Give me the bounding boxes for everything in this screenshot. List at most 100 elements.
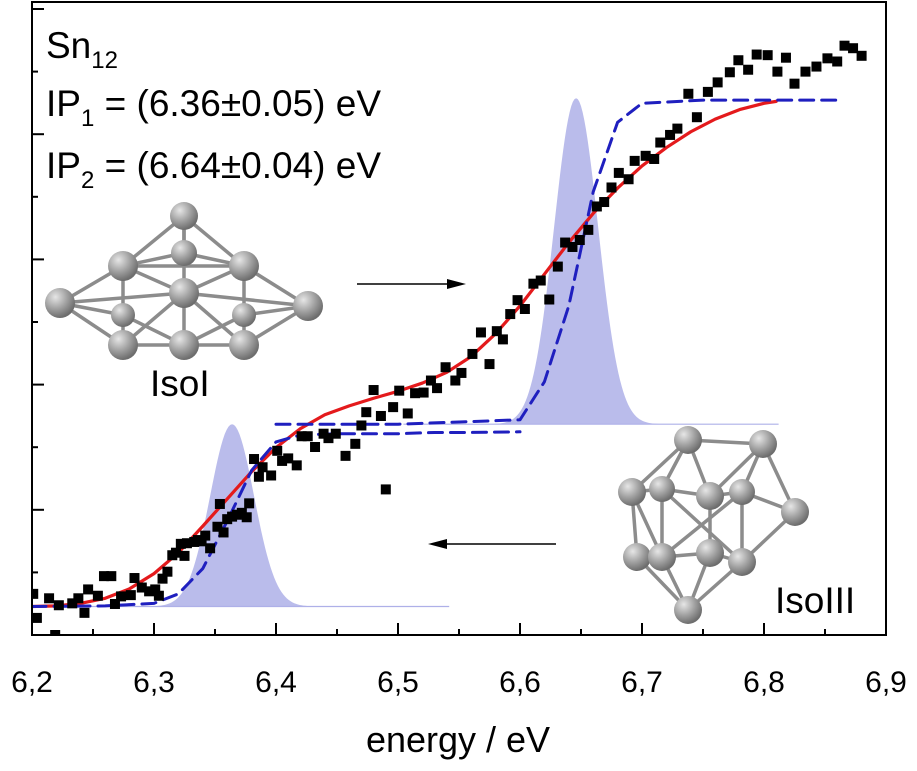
- data-point: [848, 43, 859, 54]
- data-point: [599, 197, 610, 208]
- data-point: [340, 450, 351, 461]
- data-point: [839, 40, 850, 51]
- data-point: [623, 174, 634, 185]
- data-point: [528, 278, 539, 289]
- ip1-label: IP1 = (6.36±0.05) eV: [46, 83, 381, 132]
- data-point: [613, 167, 624, 178]
- data-point: [380, 484, 391, 495]
- simulated-step-line-2: [32, 430, 522, 609]
- data-point: [772, 66, 783, 77]
- data-point: [32, 588, 39, 599]
- ip2-label: IP2 = (6.64±0.04) eV: [46, 145, 381, 194]
- data-point: [544, 294, 555, 305]
- data-point: [253, 471, 264, 482]
- data-point: [519, 304, 530, 314]
- data-point: [702, 86, 713, 97]
- data-point: [67, 598, 78, 609]
- data-point: [257, 462, 268, 473]
- data-point: [822, 53, 833, 64]
- data-point: [170, 547, 181, 558]
- data-point: [125, 590, 136, 601]
- y-axis-ticks: [32, 8, 44, 636]
- experimental-points: [32, 40, 867, 635]
- data-point: [456, 367, 467, 378]
- data-point: [733, 55, 744, 66]
- data-point: [535, 275, 546, 286]
- data-point: [655, 137, 666, 148]
- data-point: [296, 431, 307, 442]
- data-point: [244, 498, 255, 509]
- data-point: [410, 388, 421, 399]
- data-point: [743, 64, 754, 75]
- data-point: [283, 453, 294, 464]
- data-point: [762, 50, 773, 61]
- x-axis-label: energy / eV: [366, 719, 550, 760]
- data-point: [32, 612, 42, 623]
- data-point: [388, 402, 399, 413]
- data-point: [350, 438, 361, 449]
- data-point: [181, 538, 192, 549]
- data-point: [310, 442, 321, 452]
- data-point: [583, 224, 594, 235]
- data-point: [560, 237, 571, 248]
- data-point: [780, 52, 791, 63]
- data-point: [512, 295, 523, 306]
- data-point: [368, 385, 379, 396]
- data-point: [467, 348, 478, 359]
- fit-curves: [32, 98, 839, 609]
- data-point: [214, 498, 225, 509]
- data-point: [136, 582, 147, 593]
- data-point: [691, 112, 702, 123]
- data-point: [179, 550, 190, 561]
- data-point: [665, 129, 676, 140]
- x-tick-label: 6,8: [743, 666, 785, 699]
- data-point: [552, 261, 563, 272]
- data-point: [724, 67, 735, 78]
- data-point: [129, 573, 140, 584]
- x-axis-ticks: [31, 623, 887, 635]
- x-tick-label: 6,7: [621, 666, 663, 699]
- data-point: [92, 590, 103, 601]
- data-point: [497, 334, 508, 345]
- data-point: [323, 433, 334, 444]
- data-point: [150, 584, 161, 595]
- data-point: [302, 431, 313, 442]
- data-point: [484, 359, 495, 370]
- data-point: [266, 470, 277, 481]
- data-point: [356, 420, 367, 431]
- data-point: [832, 56, 843, 67]
- plot-area: [32, 40, 867, 635]
- data-point: [79, 607, 90, 618]
- fit-line-1: [32, 99, 778, 609]
- data-point: [83, 584, 94, 595]
- data-point: [153, 590, 164, 601]
- data-point: [491, 326, 502, 337]
- data-point: [361, 407, 372, 418]
- x-tick-label: 6,5: [377, 666, 419, 699]
- isoiii-label: IsoIII: [775, 580, 855, 621]
- data-point: [53, 600, 64, 611]
- x-axis-tick-labels: 6,2 6,3 6,4 6,5 6,6 6,7 6,8 6,9: [11, 666, 907, 699]
- data-point: [640, 150, 651, 161]
- data-point: [751, 49, 762, 60]
- data-point: [800, 66, 811, 77]
- data-point: [402, 408, 413, 419]
- data-point: [205, 543, 216, 554]
- data-point: [683, 88, 694, 99]
- data-point: [249, 454, 260, 465]
- arrow-to-isoiii-peak: [357, 279, 466, 289]
- x-tick-label: 6,6: [499, 666, 541, 699]
- data-point: [50, 630, 61, 635]
- data-point: [475, 327, 486, 338]
- isoi-label: IsoI: [150, 363, 210, 404]
- x-tick-label: 6,3: [133, 666, 175, 699]
- data-point: [394, 385, 405, 396]
- data-point: [162, 566, 173, 577]
- data-point: [200, 530, 211, 541]
- data-point: [712, 77, 723, 88]
- data-point: [606, 182, 617, 193]
- data-point: [277, 455, 288, 466]
- data-point: [330, 428, 341, 439]
- data-point: [505, 309, 516, 320]
- data-point: [291, 460, 302, 471]
